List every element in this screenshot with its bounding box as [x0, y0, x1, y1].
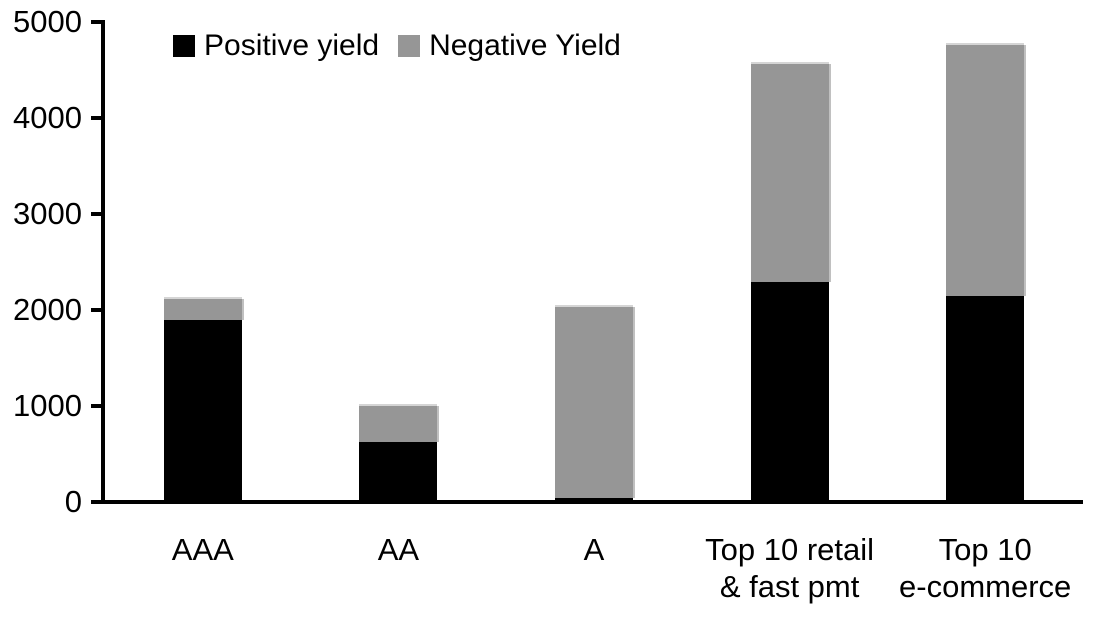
bar-segment-positive-yield [946, 295, 1025, 502]
x-axis-line [91, 500, 1083, 504]
bar-segment-negative-yield [163, 298, 242, 320]
bar-segment-positive-yield [163, 319, 242, 502]
bar-segment-negative-yield [750, 64, 829, 283]
legend-item-negative-yield: Negative Yield [398, 29, 621, 63]
y-axis-tick-label: 0 [64, 484, 82, 519]
y-axis-tick-mark [91, 20, 105, 24]
y-axis-line [101, 20, 105, 504]
x-axis-category-label: AA [377, 532, 420, 567]
y-axis-tick-mark [91, 116, 105, 120]
y-axis-tick-label: 2000 [13, 292, 82, 327]
x-axis-category-label: A [583, 532, 605, 567]
bar-segment-negative-yield [555, 307, 633, 499]
legend-item-positive-yield: Positive yield [173, 29, 379, 63]
bar-segment-positive-yield [555, 498, 633, 502]
y-axis-tick-label: 3000 [13, 196, 82, 231]
y-axis-tick-label: 1000 [13, 388, 82, 423]
y-axis-tick-mark [91, 308, 105, 312]
legend-swatch-negative-yield [398, 35, 421, 57]
y-axis-tick-mark [91, 500, 105, 504]
legend-swatch-positive-yield [173, 35, 195, 57]
x-axis-category-label: Top 10 retail & fast pmt [705, 532, 875, 604]
bar-segment-positive-yield [750, 282, 829, 502]
x-axis-category-label: Top 10 e-commerce [899, 532, 1072, 604]
y-axis-tick-label: 4000 [13, 100, 82, 135]
bar-segment-negative-yield [946, 45, 1025, 296]
y-axis-tick-mark [91, 212, 105, 216]
legend-label-positive-yield: Positive yield [204, 29, 380, 62]
bar-segment-negative-yield [359, 406, 438, 443]
x-axis-category-label: AAA [171, 532, 234, 567]
plot-area [105, 22, 1083, 502]
bar-segment-positive-yield [359, 442, 438, 502]
y-axis-tick-mark [91, 404, 105, 408]
y-axis-tick-label: 5000 [13, 4, 82, 39]
legend-label-negative-yield: Negative Yield [429, 29, 621, 62]
chart-legend: Positive yield Negative Yield [173, 29, 621, 63]
